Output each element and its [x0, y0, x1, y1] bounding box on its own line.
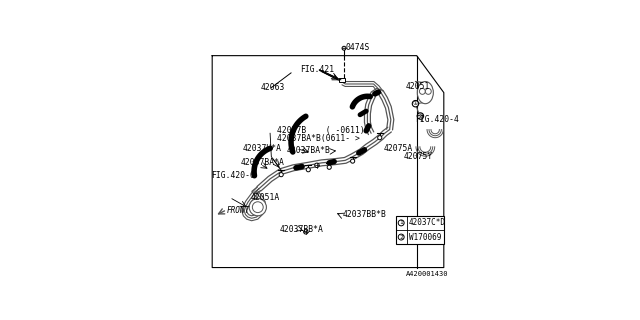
Text: 2: 2 — [399, 235, 403, 240]
Text: 1: 1 — [399, 220, 403, 225]
Text: 42037C*D: 42037C*D — [409, 218, 446, 228]
Text: FIG.420-6: FIG.420-6 — [211, 171, 255, 180]
Circle shape — [426, 88, 431, 94]
Circle shape — [342, 46, 346, 50]
Text: FIG.421: FIG.421 — [300, 65, 334, 74]
Text: A420001430: A420001430 — [406, 271, 449, 277]
Circle shape — [378, 136, 382, 140]
Text: 42063: 42063 — [260, 83, 285, 92]
Text: 42051A: 42051A — [250, 193, 280, 202]
Text: 42037BB*A: 42037BB*A — [280, 225, 324, 234]
Text: 42051: 42051 — [406, 82, 430, 91]
Text: 42075A: 42075A — [383, 144, 413, 153]
Text: ①: ① — [413, 101, 419, 106]
Circle shape — [303, 230, 308, 234]
Circle shape — [306, 168, 310, 172]
Circle shape — [279, 172, 284, 177]
Circle shape — [315, 163, 319, 167]
Text: 42037BA*B: 42037BA*B — [287, 146, 330, 155]
Circle shape — [327, 165, 332, 169]
Circle shape — [419, 88, 426, 94]
Circle shape — [417, 113, 424, 119]
Text: ②: ② — [417, 114, 423, 118]
Text: FIG.420-4: FIG.420-4 — [415, 115, 460, 124]
Text: 42037H*A: 42037H*A — [242, 144, 281, 153]
Circle shape — [351, 159, 355, 163]
Bar — [339, 78, 345, 82]
Text: W170069: W170069 — [409, 233, 441, 242]
Circle shape — [412, 100, 419, 107]
Bar — [396, 216, 444, 244]
Text: 42037BA*A: 42037BA*A — [241, 158, 284, 167]
Text: 42037B    ( -0611): 42037B ( -0611) — [278, 126, 365, 135]
Circle shape — [398, 220, 404, 226]
Text: 42037BA*B(0611- >: 42037BA*B(0611- > — [278, 134, 360, 143]
Circle shape — [398, 234, 404, 240]
Text: 42037BB*B: 42037BB*B — [342, 210, 386, 219]
Ellipse shape — [417, 82, 433, 104]
Circle shape — [252, 202, 263, 212]
Circle shape — [249, 198, 266, 216]
Text: FRONT: FRONT — [227, 206, 250, 215]
Text: 0474S: 0474S — [346, 43, 370, 52]
Text: 42075Y: 42075Y — [403, 152, 433, 161]
